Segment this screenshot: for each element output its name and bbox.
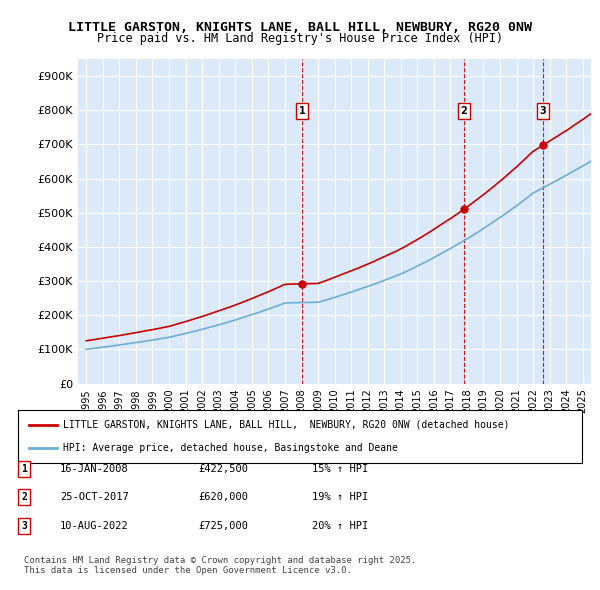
Text: Contains HM Land Registry data © Crown copyright and database right 2025.
This d: Contains HM Land Registry data © Crown c… [24, 556, 416, 575]
Text: LITTLE GARSTON, KNIGHTS LANE, BALL HILL, NEWBURY, RG20 0NW: LITTLE GARSTON, KNIGHTS LANE, BALL HILL,… [68, 21, 532, 34]
Text: 3: 3 [540, 106, 547, 116]
Text: 2: 2 [21, 493, 27, 502]
Text: LITTLE GARSTON, KNIGHTS LANE, BALL HILL,  NEWBURY, RG20 0NW (detached house): LITTLE GARSTON, KNIGHTS LANE, BALL HILL,… [63, 420, 509, 430]
Text: 19% ↑ HPI: 19% ↑ HPI [312, 493, 368, 502]
Text: 3: 3 [21, 521, 27, 530]
Text: 20% ↑ HPI: 20% ↑ HPI [312, 521, 368, 530]
Text: 10-AUG-2022: 10-AUG-2022 [60, 521, 129, 530]
Text: 2: 2 [461, 106, 467, 116]
Text: 1: 1 [299, 106, 305, 116]
Text: 25-OCT-2017: 25-OCT-2017 [60, 493, 129, 502]
Text: 1: 1 [21, 464, 27, 474]
Text: £422,500: £422,500 [198, 464, 248, 474]
Text: £725,000: £725,000 [198, 521, 248, 530]
Text: 16-JAN-2008: 16-JAN-2008 [60, 464, 129, 474]
Text: £620,000: £620,000 [198, 493, 248, 502]
Text: HPI: Average price, detached house, Basingstoke and Deane: HPI: Average price, detached house, Basi… [63, 443, 398, 453]
Text: Price paid vs. HM Land Registry's House Price Index (HPI): Price paid vs. HM Land Registry's House … [97, 32, 503, 45]
Text: 15% ↑ HPI: 15% ↑ HPI [312, 464, 368, 474]
